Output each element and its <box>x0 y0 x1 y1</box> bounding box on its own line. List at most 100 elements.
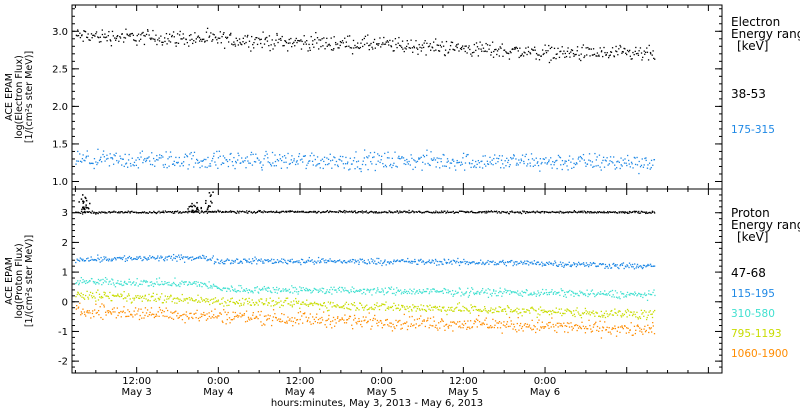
data-point <box>204 283 207 285</box>
data-point <box>566 165 568 167</box>
data-point <box>288 303 290 305</box>
data-point <box>558 291 560 293</box>
data-point <box>198 320 200 322</box>
data-point <box>279 37 282 40</box>
data-point <box>214 210 216 212</box>
data-point <box>246 259 248 262</box>
data-point <box>306 299 308 301</box>
data-point <box>175 297 177 300</box>
data-point <box>318 162 321 165</box>
data-point <box>117 35 119 37</box>
data-point <box>280 321 282 323</box>
data-point <box>553 326 555 328</box>
data-point <box>407 307 409 309</box>
data-point <box>131 314 133 316</box>
data-point <box>224 300 226 303</box>
data-point <box>422 291 424 293</box>
data-point <box>555 211 557 214</box>
data-point <box>617 297 619 299</box>
data-point <box>193 204 195 207</box>
data-point <box>493 50 495 53</box>
data-point <box>505 265 508 267</box>
data-point <box>563 50 565 52</box>
data-point <box>143 279 145 282</box>
data-point <box>650 53 652 55</box>
data-point <box>391 305 394 308</box>
data-point <box>281 320 284 322</box>
data-point <box>378 308 381 311</box>
data-point <box>366 304 368 306</box>
data-point <box>182 161 185 163</box>
data-point <box>182 211 184 213</box>
data-point <box>191 205 193 208</box>
data-point <box>75 163 77 165</box>
data-point <box>371 294 373 296</box>
data-point <box>316 37 319 39</box>
data-point <box>412 210 414 213</box>
data-point <box>308 256 310 259</box>
data-point <box>570 311 572 313</box>
data-point <box>168 33 171 35</box>
data-point <box>119 211 121 213</box>
data-point <box>554 311 556 313</box>
data-point <box>374 318 376 320</box>
data-point <box>377 305 379 308</box>
data-point <box>274 211 276 214</box>
data-point <box>563 295 565 297</box>
data-point <box>104 212 106 214</box>
data-point <box>360 42 362 44</box>
data-point <box>291 45 293 48</box>
data-point <box>326 289 328 291</box>
data-point <box>252 43 254 46</box>
data-point <box>262 303 265 306</box>
data-point <box>309 303 311 306</box>
data-point <box>286 210 288 213</box>
data-point <box>278 287 280 290</box>
data-point <box>121 258 124 261</box>
data-point <box>459 47 462 50</box>
data-point <box>234 167 236 170</box>
data-point <box>133 310 135 312</box>
data-point <box>381 327 384 329</box>
data-point <box>77 292 80 294</box>
data-point <box>429 164 431 167</box>
data-point <box>251 290 254 293</box>
data-point <box>301 322 304 324</box>
data-point <box>648 327 651 329</box>
data-point <box>130 257 132 259</box>
data-point <box>289 42 291 44</box>
data-point <box>495 162 497 165</box>
data-point <box>560 263 562 266</box>
data-point <box>387 324 389 326</box>
data-point <box>325 320 327 322</box>
data-point <box>324 305 327 307</box>
data-point <box>275 301 277 303</box>
data-point <box>147 157 149 159</box>
data-point <box>556 159 558 162</box>
data-point <box>181 318 184 321</box>
data-point <box>620 164 622 166</box>
data-point <box>300 258 303 260</box>
data-point <box>203 257 205 259</box>
data-point <box>537 54 539 56</box>
data-point <box>254 317 257 319</box>
data-point <box>329 323 331 326</box>
data-point <box>335 306 337 308</box>
data-point <box>610 51 612 53</box>
data-point <box>407 257 409 260</box>
data-point <box>339 259 341 261</box>
data-point <box>200 296 202 299</box>
data-point <box>416 211 418 213</box>
data-point <box>234 160 237 163</box>
data-point <box>429 304 431 306</box>
data-point <box>216 317 218 319</box>
data-point <box>529 262 532 264</box>
data-point <box>209 205 211 208</box>
data-point <box>486 311 488 313</box>
data-point <box>485 212 488 214</box>
data-point <box>421 292 423 295</box>
data-point <box>393 288 395 290</box>
data-point <box>207 156 209 159</box>
data-point <box>397 304 400 306</box>
data-point <box>317 163 319 165</box>
